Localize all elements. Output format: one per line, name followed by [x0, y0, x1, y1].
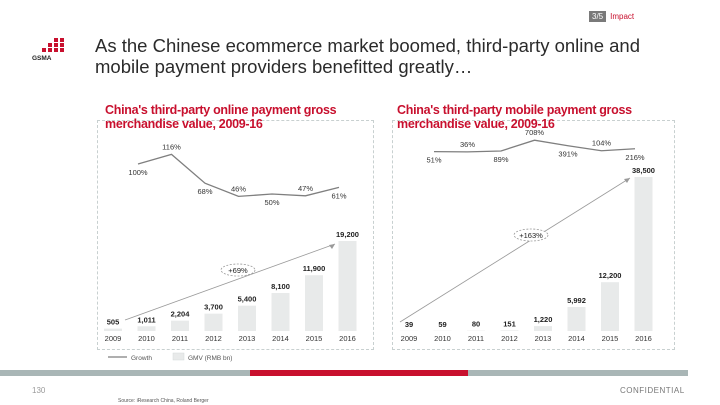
- year-tick-label: 2009: [401, 334, 418, 343]
- bar-value-label: 19,200: [336, 230, 359, 239]
- growth-label: 47%: [298, 184, 313, 193]
- footer-bar-gray: [30, 370, 250, 376]
- gsma-logo: GSMA: [32, 38, 64, 62]
- source-note: Source: iResearch China, Roland Berger: [118, 398, 209, 404]
- bar-2015: [601, 282, 619, 331]
- year-tick-label: 2011: [468, 334, 484, 343]
- bar-value-label: 39: [405, 320, 413, 329]
- footer-bar-gray-right: [468, 370, 688, 376]
- year-tick-label: 2011: [172, 334, 188, 343]
- mobile-chart-title: China's third-party mobile payment gross…: [397, 103, 632, 131]
- year-tick-label: 2014: [272, 334, 289, 343]
- bar-2014: [271, 293, 290, 331]
- bar-value-label: 1,220: [534, 315, 553, 324]
- growth-label: 216%: [625, 153, 645, 162]
- bar-2009: [104, 328, 122, 331]
- growth-label: 104%: [592, 139, 612, 148]
- year-tick-label: 2014: [568, 334, 585, 343]
- bar-2016: [338, 241, 357, 331]
- section-label: Impact: [610, 11, 635, 21]
- bar-2010: [137, 326, 156, 331]
- cagr-trend-line: [399, 177, 631, 323]
- bar-2014: [567, 307, 586, 331]
- year-tick-label: 2012: [501, 334, 518, 343]
- year-tick-label: 2010: [138, 334, 155, 343]
- year-tick-label: 2013: [535, 334, 552, 343]
- bar-value-label: 2,204: [171, 310, 191, 319]
- bar-2012: [500, 330, 519, 331]
- bar-value-label: 505: [107, 318, 120, 327]
- year-tick-label: 2012: [205, 334, 222, 343]
- page-title: As the Chinese ecommerce market boomed, …: [95, 35, 640, 77]
- online-payment-chart: 505 2009 1,011 2010 2,204 2011 3,700 2012 5,400 2…: [104, 142, 359, 343]
- growth-label: 708%: [525, 128, 545, 137]
- bar-2013: [238, 305, 256, 331]
- bar-2011: [171, 320, 189, 331]
- growth-label: 89%: [493, 155, 508, 164]
- legend-gmv-swatch: [172, 352, 185, 361]
- confidential-label: CONFIDENTIAL: [620, 386, 685, 395]
- growth-label: 61%: [331, 191, 346, 200]
- year-tick-label: 2010: [434, 334, 451, 343]
- section-indicator: 3/5 Impact: [589, 9, 634, 23]
- year-tick-label: 2016: [339, 334, 356, 343]
- year-tick-label: 2013: [239, 334, 256, 343]
- growth-label: 36%: [460, 140, 475, 149]
- bar-2012: [204, 313, 223, 331]
- growth-label: 46%: [231, 184, 246, 193]
- growth-label: 391%: [558, 150, 578, 159]
- growth-line: [433, 139, 636, 153]
- footer-bar-gray-left: [0, 370, 30, 376]
- growth-label: 50%: [264, 198, 279, 207]
- year-tick-label: 2015: [602, 334, 619, 343]
- mobile-payment-chart: 39 2009 59 2010 80 2011 151 2012 1,220 2013 5,992 2…: [399, 128, 655, 343]
- bar-2015: [305, 275, 323, 331]
- legend-gmv-label: GMV (RMB bn): [188, 355, 232, 362]
- cagr-badge: [220, 263, 256, 277]
- bar-value-label: 151: [503, 319, 516, 328]
- growth-label: 116%: [162, 142, 181, 151]
- legend-growth-label: Growth: [131, 355, 152, 362]
- year-tick-label: 2015: [306, 334, 323, 343]
- cagr-badge: [513, 228, 549, 242]
- year-tick-label: 2016: [635, 334, 652, 343]
- page-number: 130: [32, 386, 46, 395]
- online-chart-frame: [97, 120, 374, 350]
- growth-label: 51%: [426, 156, 441, 165]
- bar-2013: [534, 326, 552, 331]
- online-chart-title: China's third-party online payment gross…: [105, 103, 337, 131]
- cagr-arrow-head: [624, 178, 630, 183]
- cagr-label: +69%: [228, 266, 248, 275]
- bar-value-label: 3,700: [204, 303, 223, 312]
- footer-bar-red: [250, 370, 468, 376]
- cagr-label: +163%: [519, 231, 543, 240]
- bar-value-label: 59: [438, 320, 446, 329]
- mobile-chart-frame: [392, 120, 675, 350]
- bar-value-label: 8,100: [271, 282, 290, 291]
- bar-value-label: 5,400: [238, 295, 257, 304]
- cagr-trend-line: [124, 243, 336, 321]
- logo-text: GSMA: [32, 55, 52, 62]
- legend: Growth GMV (RMB bn): [108, 352, 232, 362]
- growth-label: 68%: [197, 187, 212, 196]
- bar-value-label: 80: [472, 320, 480, 329]
- bar-2016: [634, 177, 653, 331]
- growth-line: [137, 153, 340, 198]
- bar-value-label: 1,011: [137, 315, 155, 324]
- bar-value-label: 5,992: [567, 296, 586, 305]
- cagr-arrow-head: [329, 244, 335, 249]
- bar-value-label: 12,200: [599, 271, 622, 280]
- page-indicator: 3/5: [589, 10, 607, 22]
- growth-label: 100%: [128, 168, 148, 177]
- year-tick-label: 2009: [105, 334, 122, 343]
- bar-value-label: 38,500: [632, 166, 655, 175]
- bar-value-label: 11,900: [303, 264, 326, 273]
